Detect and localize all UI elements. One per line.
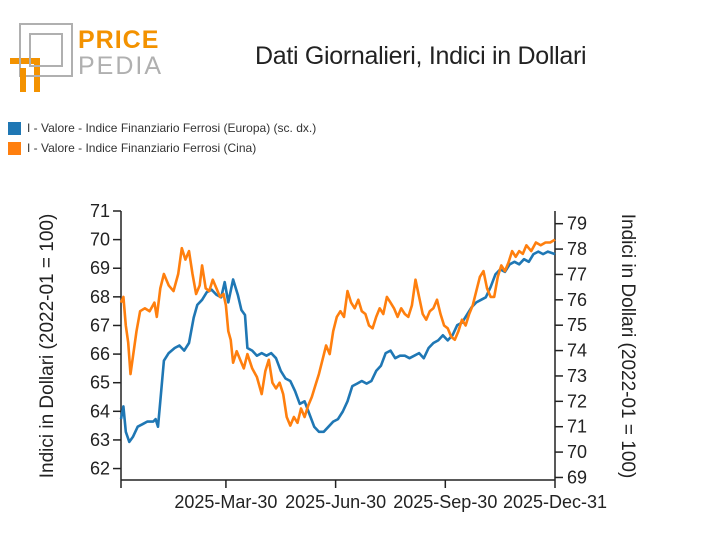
legend-item-cina[interactable]: I - Valore - Indice Finanziario Ferrosi …: [8, 138, 316, 158]
y-right-tick-label: 79: [567, 214, 587, 234]
logo-word-price: PRICE: [78, 26, 160, 54]
y-left-tick-label: 66: [90, 344, 110, 364]
x-tick-label: 2025-Dec-31: [503, 492, 607, 512]
logo-mark-icon: [10, 23, 73, 92]
y-left-tick-label: 63: [90, 430, 110, 450]
series-line-cina: [119, 238, 556, 427]
y-right-tick-label: 78: [567, 239, 587, 259]
y-left-tick-label: 69: [90, 258, 110, 278]
legend-swatch-europa: [8, 121, 21, 135]
legend-item-europa[interactable]: I - Valore - Indice Finanziario Ferrosi …: [8, 118, 316, 138]
y-left-tick-label: 68: [90, 287, 110, 307]
y-right-tick-label: 76: [567, 290, 587, 310]
pricepedia-logo: PRICE PEDIA: [8, 22, 168, 92]
axes: 62 63 64 65 66 67 68 69 70 71 69 70 71 72 73 74 75 76 77 78…: [90, 201, 607, 512]
y-left-tick-label: 67: [90, 315, 110, 335]
y-left-tick-label: 64: [90, 401, 110, 421]
series-lines: [119, 238, 556, 444]
y-right-tick-label: 70: [567, 442, 587, 462]
x-tick-label: 2025-Jun-30: [285, 492, 386, 512]
y-right-tick-label: 75: [567, 315, 587, 335]
y-left-tick-label: 62: [90, 459, 110, 479]
legend-swatch-cina: [8, 141, 21, 155]
y-left-tick-label: 70: [90, 230, 110, 250]
y-right-tick-label: 71: [567, 417, 587, 437]
chart-title: Dati Giornalieri, Indici in Dollari: [255, 42, 587, 70]
x-tick-label: 2025-Mar-30: [174, 492, 277, 512]
legend: I - Valore - Indice Finanziario Ferrosi …: [8, 118, 316, 158]
logo-word-pedia: PEDIA: [78, 52, 164, 80]
y-axis-title-right: Indici in Dollari (2022-01 = 100): [617, 214, 638, 479]
y-right-tick-label: 74: [567, 341, 587, 361]
x-tick-label: 2025-Sep-30: [393, 492, 497, 512]
legend-label-cina: I - Valore - Indice Finanziario Ferrosi …: [27, 141, 257, 155]
y-left-tick-label: 71: [90, 201, 110, 221]
legend-label-europa: I - Valore - Indice Finanziario Ferrosi …: [27, 121, 317, 135]
y-right-tick-label: 69: [567, 467, 587, 487]
y-right-tick-label: 72: [567, 391, 587, 411]
y-right-tick-label: 73: [567, 366, 587, 386]
y-axis-title-left: Indici in Dollari (2022-01 = 100): [37, 214, 58, 479]
series-line-europa: [119, 250, 556, 444]
y-right-tick-label: 77: [567, 264, 587, 284]
y-left-tick-label: 65: [90, 373, 110, 393]
